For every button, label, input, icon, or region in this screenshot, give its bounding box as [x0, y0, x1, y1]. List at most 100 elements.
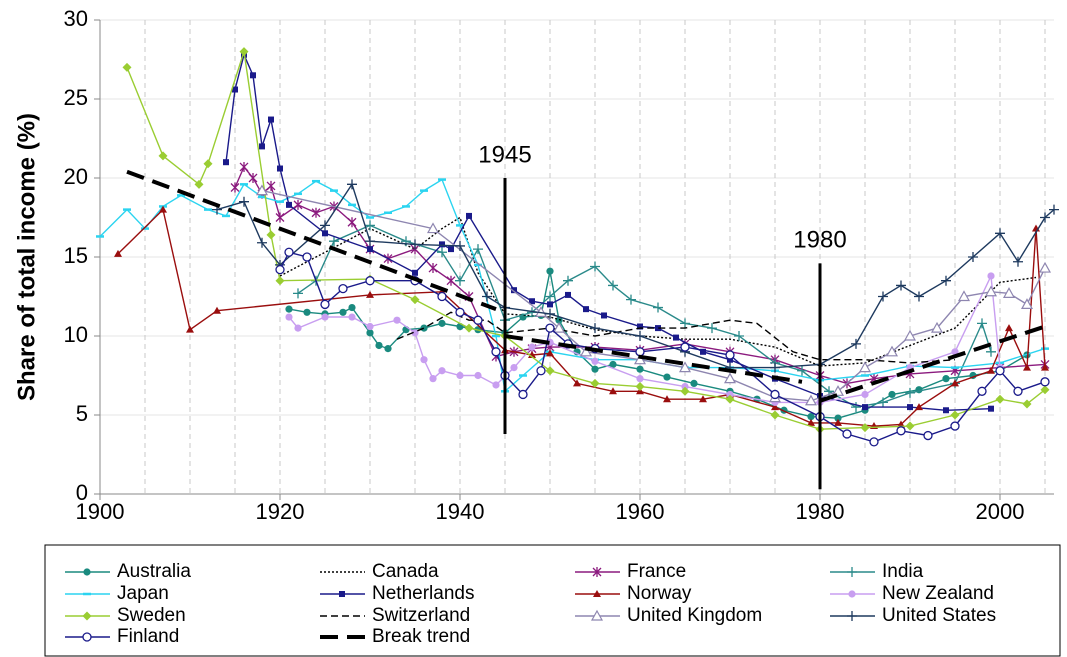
marker: [320, 299, 330, 310]
marker: [186, 325, 194, 333]
series-line: [261, 189, 1046, 402]
marker: [511, 287, 517, 294]
marker: [1040, 212, 1050, 223]
marker: [807, 418, 815, 426]
marker: [347, 217, 357, 228]
marker: [635, 331, 645, 341]
legend-item: Netherlands: [320, 583, 474, 604]
marker: [284, 247, 294, 257]
marker: [847, 567, 857, 577]
marker: [986, 346, 996, 357]
legend-label: Sweden: [117, 605, 186, 626]
marker: [842, 429, 852, 439]
marker: [725, 394, 735, 404]
marker: [203, 159, 213, 169]
marker: [957, 290, 971, 302]
marker: [834, 418, 842, 426]
legend-box: [44, 544, 1061, 657]
marker: [1005, 324, 1013, 332]
marker: [1023, 363, 1031, 371]
marker: [365, 276, 375, 286]
marker: [590, 609, 604, 621]
marker: [861, 390, 869, 399]
marker: [907, 404, 913, 411]
marker: [466, 212, 472, 219]
marker: [545, 308, 555, 319]
marker: [439, 241, 445, 248]
marker: [968, 252, 978, 262]
marker: [223, 159, 229, 166]
y-tick-label: 5: [76, 401, 88, 426]
marker: [275, 212, 285, 223]
marker: [915, 403, 923, 411]
legend-item: United Kingdom: [575, 605, 762, 626]
legend-item: Japan: [65, 583, 169, 604]
marker: [1020, 298, 1034, 309]
marker: [878, 397, 888, 408]
marker: [609, 387, 617, 395]
marker: [608, 280, 618, 291]
marker: [635, 382, 645, 392]
y-tick-label: 15: [64, 243, 88, 268]
marker: [770, 410, 780, 420]
marker: [771, 403, 779, 411]
marker: [302, 252, 312, 262]
marker: [878, 291, 888, 302]
annotation-label: 1945: [478, 141, 531, 168]
legend-item: Switzerland: [320, 605, 470, 626]
marker: [1022, 399, 1032, 409]
marker: [635, 347, 645, 357]
legend-label: France: [627, 561, 686, 582]
marker: [590, 378, 600, 388]
marker: [232, 86, 238, 93]
marker: [770, 389, 780, 400]
marker: [285, 313, 293, 321]
marker: [626, 294, 636, 305]
legend-label: Norway: [627, 583, 692, 604]
y-axis-label: Share of total income (%): [13, 113, 40, 401]
x-tick-label: 1980: [796, 499, 845, 524]
series-line: [225, 52, 992, 412]
marker: [230, 182, 240, 193]
marker: [583, 306, 589, 313]
marker: [250, 72, 256, 79]
marker: [428, 263, 438, 274]
marker: [834, 414, 842, 422]
marker: [348, 313, 356, 321]
marker: [905, 421, 915, 431]
marker: [393, 316, 401, 324]
marker: [942, 375, 950, 383]
marker: [950, 410, 960, 420]
marker: [727, 356, 733, 363]
y-tick-label: 10: [64, 322, 88, 347]
marker: [492, 381, 500, 389]
marker: [365, 236, 375, 247]
marker: [255, 184, 269, 196]
marker: [410, 239, 420, 250]
legend-item: Sweden: [65, 605, 186, 626]
marker: [546, 267, 554, 275]
marker: [366, 290, 374, 298]
marker: [1040, 377, 1050, 387]
marker: [1041, 363, 1049, 371]
marker: [320, 220, 330, 231]
marker: [995, 228, 1005, 239]
legend-label: United Kingdom: [627, 605, 762, 626]
marker: [579, 345, 593, 357]
marker: [807, 412, 815, 421]
marker: [700, 348, 706, 355]
series-line: [126, 51, 1046, 430]
marker: [329, 236, 339, 247]
legend-label: Japan: [117, 583, 169, 604]
marker: [277, 165, 283, 172]
marker: [680, 342, 690, 352]
marker: [984, 285, 998, 297]
series-line: [396, 311, 956, 364]
marker: [725, 350, 735, 360]
marker: [275, 276, 285, 286]
marker: [491, 347, 501, 357]
marker: [977, 386, 987, 396]
marker: [896, 280, 906, 291]
marker: [322, 230, 328, 237]
marker: [726, 390, 734, 399]
